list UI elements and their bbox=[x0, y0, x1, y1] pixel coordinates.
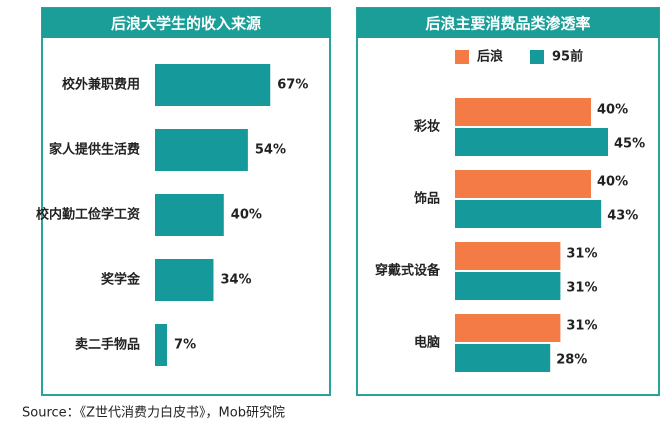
bar bbox=[455, 200, 602, 228]
category-label: 家人提供生活费 bbox=[49, 142, 140, 158]
bar bbox=[155, 64, 271, 106]
bar bbox=[455, 344, 551, 372]
bar bbox=[455, 314, 561, 342]
category-label: 奖学金 bbox=[101, 272, 141, 288]
bar bbox=[155, 324, 168, 366]
bar bbox=[455, 272, 561, 300]
category-label: 卖二手物品 bbox=[75, 337, 140, 353]
right-title-bar bbox=[357, 8, 659, 38]
category-label: 校外兼职费用 bbox=[62, 77, 140, 93]
bar bbox=[155, 129, 248, 171]
category-label: 穿戴式设备 bbox=[375, 263, 441, 279]
data-label: 67% bbox=[277, 78, 308, 93]
source: Source：《Z世代消费力白皮书》，Mob研究院 bbox=[22, 405, 285, 421]
data-label: 40% bbox=[597, 175, 628, 190]
data-label: 40% bbox=[597, 103, 628, 118]
bar bbox=[455, 170, 591, 198]
legend-swatch bbox=[530, 50, 544, 64]
data-label: 43% bbox=[607, 209, 638, 224]
legend-swatch bbox=[455, 50, 469, 64]
data-label: 31% bbox=[566, 247, 597, 262]
data-label: 34% bbox=[220, 273, 251, 288]
bar bbox=[455, 98, 591, 126]
left-title-bar bbox=[42, 8, 330, 38]
bar bbox=[455, 128, 608, 156]
chart-title: 后浪大学生的收入来源 bbox=[111, 15, 261, 33]
data-label: 31% bbox=[566, 319, 597, 334]
data-label: 54% bbox=[255, 143, 286, 158]
legend-label: 后浪 bbox=[477, 49, 503, 65]
bar bbox=[455, 242, 561, 270]
data-label: 40% bbox=[231, 208, 262, 223]
bar bbox=[155, 259, 214, 301]
chart-title: 后浪主要消费品类渗透率 bbox=[425, 15, 590, 33]
category-label: 饰品 bbox=[414, 191, 440, 207]
legend-label: 95前 bbox=[552, 49, 583, 65]
category-label: 电脑 bbox=[414, 335, 440, 351]
data-label: 45% bbox=[614, 137, 645, 152]
data-label: 7% bbox=[174, 338, 196, 353]
bar bbox=[155, 194, 224, 236]
data-label: 28% bbox=[556, 353, 587, 368]
category-label: 校内勤工俭学工资 bbox=[36, 207, 140, 223]
data-label: 31% bbox=[566, 281, 597, 296]
category-label: 彩妆 bbox=[413, 119, 440, 135]
